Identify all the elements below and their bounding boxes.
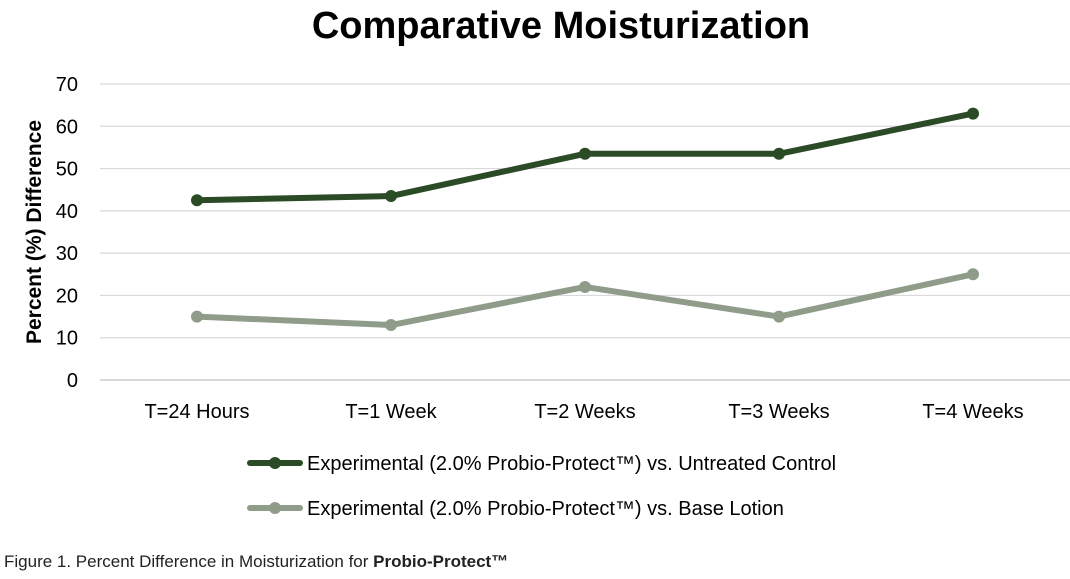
chart-title: Comparative Moisturization [312, 5, 810, 47]
legend: Experimental (2.0% Probio-Protect™) vs. … [247, 453, 836, 520]
data-point [967, 107, 979, 120]
y-tick-label: 10 [56, 328, 78, 350]
data-point [579, 280, 591, 293]
y-axis-ticks: 0 10 20 30 40 50 60 70 [56, 74, 78, 392]
legend-item: Experimental (2.0% Probio-Protect™) vs. … [247, 453, 836, 475]
legend-label: Experimental (2.0% Probio-Protect™) vs. … [307, 498, 784, 520]
data-point [385, 319, 397, 332]
x-tick-label: T=4 Weeks [922, 401, 1023, 423]
x-tick-label: T=1 Week [345, 401, 437, 423]
x-tick-label: T=3 Weeks [728, 401, 829, 423]
data-point [773, 147, 785, 160]
y-axis-label: Percent (%) Difference [23, 120, 46, 344]
data-point [385, 190, 397, 203]
data-point [579, 147, 591, 160]
x-axis-ticks: T=24 Hours T=1 Week T=2 Weeks T=3 Weeks T=4 … [144, 401, 1023, 423]
legend-item: Experimental (2.0% Probio-Protect™) vs. … [247, 498, 784, 520]
y-tick-label: 40 [56, 201, 78, 223]
caption-product: Probio-Protect™ [373, 552, 509, 571]
legend-swatch-marker [269, 457, 281, 469]
legend-swatch-marker [269, 502, 281, 514]
data-point [191, 310, 203, 323]
x-tick-label: T=2 Weeks [534, 401, 635, 423]
y-tick-label: 70 [56, 74, 78, 96]
gridlines [100, 83, 1070, 381]
y-tick-label: 50 [56, 159, 78, 181]
figure-caption: Figure 1. Percent Difference in Moisturi… [4, 552, 508, 572]
series-lines [191, 107, 979, 332]
y-tick-label: 20 [56, 285, 78, 307]
caption-text: Figure 1. Percent Difference in Moisturi… [4, 552, 374, 571]
data-point [967, 268, 979, 281]
data-point [773, 310, 785, 323]
chart: Comparative Moisturization Percent (%) D… [23, 5, 1070, 520]
legend-label: Experimental (2.0% Probio-Protect™) vs. … [307, 453, 836, 475]
y-tick-label: 30 [56, 243, 78, 265]
data-point [191, 194, 203, 207]
y-tick-label: 0 [67, 370, 78, 392]
y-tick-label: 60 [56, 116, 78, 138]
x-tick-label: T=24 Hours [144, 401, 249, 423]
